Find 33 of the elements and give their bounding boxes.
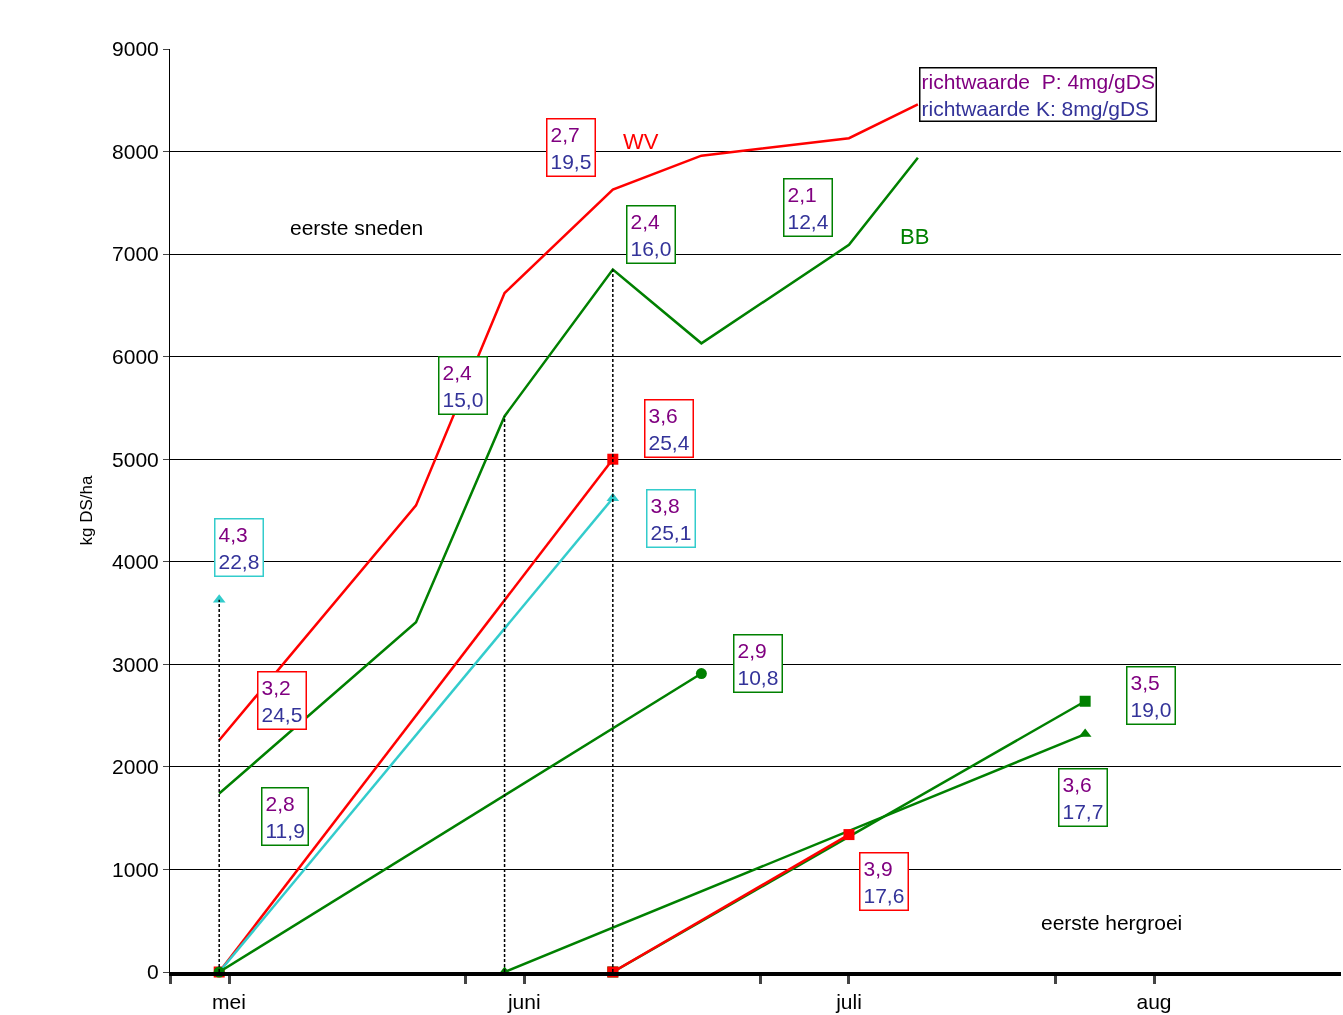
y-tick-label: 4000 xyxy=(112,550,159,574)
x-tick-label: juni xyxy=(506,990,541,1014)
annotation: 3,5 19,0 xyxy=(1130,670,1172,721)
annotation: 2,8 11,9 xyxy=(265,791,305,842)
annotation: 2,4 16,0 xyxy=(630,209,672,260)
y-tick-label: 9000 xyxy=(112,37,159,61)
annotation: 3,6 25,4 xyxy=(648,403,690,454)
annotation: 3,9 17,6 xyxy=(863,856,905,907)
annotation: 2,1 12,4 xyxy=(787,182,829,233)
x-tick-label: aug xyxy=(1136,990,1172,1014)
annotation: 4,3 22,8 xyxy=(218,522,260,573)
annotation: richtwaarde P: 4mg/gDS richtwaarde K: 8mg/gDS xyxy=(921,69,1155,120)
y-tick-label: 7000 xyxy=(112,242,159,266)
y-axis-title: kg DS/ha xyxy=(76,475,96,546)
annotation: 3,6 17,7 xyxy=(1062,772,1104,823)
y-tick-label: 6000 xyxy=(112,345,159,369)
x-tick-label: juli xyxy=(835,990,862,1014)
y-tick-label: 8000 xyxy=(112,139,159,163)
y-tick-label: 3000 xyxy=(112,652,159,676)
y-tick-label: 1000 xyxy=(112,857,159,881)
x-tick-label: mei xyxy=(212,990,246,1014)
series-label: BB xyxy=(900,224,930,249)
annotation: 2,9 10,8 xyxy=(737,638,779,689)
annotation: eerste sneden xyxy=(290,216,424,239)
annotation: 3,8 25,1 xyxy=(650,493,692,544)
y-tick-label: 2000 xyxy=(112,755,159,779)
annotation: 3,2 24,5 xyxy=(261,675,303,726)
y-tick-label: 5000 xyxy=(112,447,159,471)
y-tick-label: 0 xyxy=(147,960,159,984)
annotation: 2,4 15,0 xyxy=(442,360,484,411)
annotation: 2,7 19,5 xyxy=(550,122,592,173)
annotation: eerste hergroei xyxy=(1041,911,1183,934)
series-label: WV xyxy=(623,129,659,154)
